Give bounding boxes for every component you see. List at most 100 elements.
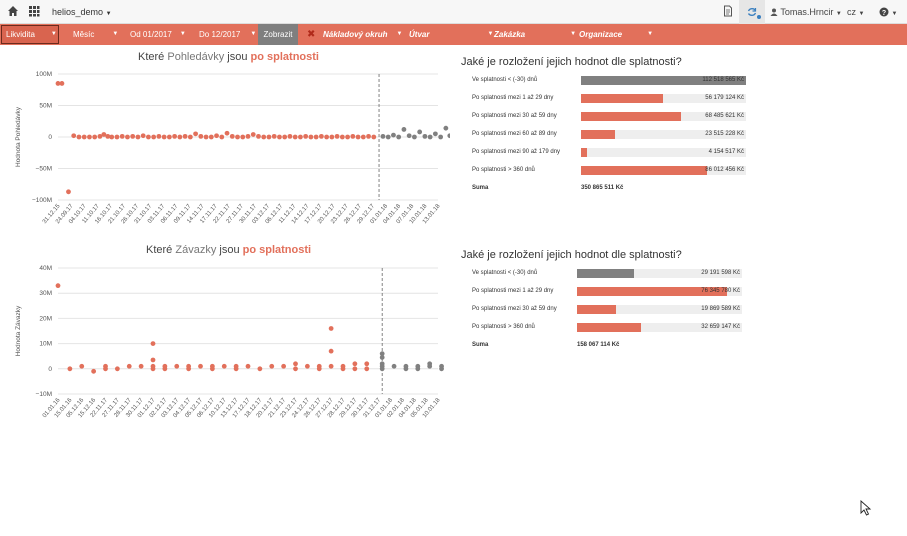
title-part: po splatnosti xyxy=(242,244,312,256)
distribution-row: Po splatnosti > 360 dnů 86 012 456 Kč xyxy=(472,166,746,176)
data-point xyxy=(269,363,275,369)
status-dot xyxy=(757,15,761,19)
data-point xyxy=(59,81,65,86)
data-point xyxy=(287,133,293,139)
data-point xyxy=(271,133,277,139)
organization-dropdown[interactable]: Organizace ▼ xyxy=(579,30,654,39)
apps-grid-icon[interactable] xyxy=(28,5,40,17)
data-point xyxy=(250,132,256,137)
y-tick-label: 0 xyxy=(48,366,52,373)
bar-fill xyxy=(581,112,682,121)
home-icon[interactable] xyxy=(7,5,19,17)
bucket-label: Ve splatnosti < (-30) dnů xyxy=(472,270,538,276)
period-dropdown[interactable]: Měsíc ▼ xyxy=(73,30,119,39)
y-tick-label: 10M xyxy=(39,341,52,348)
data-point xyxy=(412,134,417,140)
svg-text:?: ? xyxy=(882,10,886,17)
data-point xyxy=(240,134,246,140)
bar-value-label: 4 154 517 Kč xyxy=(708,149,744,155)
order-dropdown[interactable]: Zakázka ▼ xyxy=(494,30,577,39)
data-point xyxy=(324,134,330,140)
sum-label: Suma xyxy=(472,342,489,348)
data-point xyxy=(92,134,98,140)
user-menu[interactable]: Tomas.Hrncir ▼ xyxy=(770,7,842,17)
app-selector[interactable]: helios_demo ▼ xyxy=(52,7,112,17)
bar-value-label: 76 345 780 Kč xyxy=(701,288,740,294)
distribution-row: Po splatnosti mezi 1 až 29 dny 56 179 124… xyxy=(472,94,746,104)
filter-bar: Likvidita ▼ Měsíc ▼ Od 01/2017 ▼ Do 12/2017… xyxy=(0,24,907,45)
data-point xyxy=(219,134,225,140)
data-point xyxy=(186,366,192,372)
y-axis-label: Hodnota Závazky xyxy=(15,305,22,356)
data-point xyxy=(150,366,156,372)
data-point xyxy=(208,134,214,140)
data-point xyxy=(391,363,397,369)
data-point xyxy=(214,133,219,139)
help-icon: ? xyxy=(879,7,889,17)
data-point xyxy=(403,366,409,372)
distribution-row: Po splatnosti mezi 30 až 59 dny 68 485 62… xyxy=(472,112,746,122)
data-point xyxy=(406,133,412,139)
date-from-label: Od 01/2017 xyxy=(130,30,172,39)
distribution-row: Po splatnosti mezi 30 až 59 dny 19 869 58… xyxy=(472,305,742,315)
bar-track: 23 515 228 Kč xyxy=(581,130,746,139)
bar-value-label: 19 869 589 Kč xyxy=(701,306,740,312)
distribution-row: Ve splatnosti < (-30) dnů 112 518 565 Kč xyxy=(472,76,746,86)
y-tick-label: −50M xyxy=(36,166,52,173)
distribution-row: Po splatnosti > 360 dnů 32 659 147 Kč xyxy=(472,323,742,333)
likvidita-dropdown[interactable]: Likvidita ▼ xyxy=(1,25,59,44)
data-point xyxy=(293,366,298,372)
data-point xyxy=(172,133,178,139)
bar-track: 19 869 589 Kč xyxy=(577,305,742,314)
data-point xyxy=(328,348,334,354)
bar-fill xyxy=(577,305,617,314)
clear-filter-icon[interactable]: ✖ xyxy=(307,29,316,40)
bucket-label: Po splatnosti mezi 90 až 179 dny xyxy=(472,149,561,155)
y-tick-label: 20M xyxy=(39,315,52,322)
date-to-label: Do 12/2017 xyxy=(199,30,241,39)
y-tick-label: −100M xyxy=(32,197,52,204)
bar-track: 68 485 621 Kč xyxy=(581,112,746,121)
language-code: cz xyxy=(847,7,856,17)
bar-value-label: 112 518 565 Kč xyxy=(702,77,744,83)
cost-circuit-dropdown[interactable]: Nákladový okruh ▼ xyxy=(323,30,403,39)
data-point xyxy=(261,134,267,140)
bar-fill xyxy=(581,94,664,103)
date-to-dropdown[interactable]: Do 12/2017 ▼ xyxy=(199,30,257,39)
help-menu[interactable]: ? ▼ xyxy=(879,7,897,17)
distribution-row: Ve splatnosti < (-30) dnů 29 191 598 Kč xyxy=(472,269,742,279)
receivables-chart-title: Které Pohledávky jsou po splatnosti xyxy=(138,51,319,63)
payables-chart-title: Které Závazky jsou po splatnosti xyxy=(146,244,311,256)
language-menu[interactable]: cz ▼ xyxy=(847,7,865,17)
data-point xyxy=(345,134,350,140)
show-button[interactable]: Zobrazit xyxy=(258,24,298,45)
title-part: Závazky xyxy=(175,244,217,256)
y-tick-label: 30M xyxy=(39,290,52,297)
date-from-dropdown[interactable]: Od 01/2017 ▼ xyxy=(130,30,186,39)
bar-track: 56 179 124 Kč xyxy=(581,94,746,103)
refresh-button[interactable] xyxy=(739,0,765,24)
bar-track: 32 659 147 Kč xyxy=(577,323,742,332)
title-part: jsou xyxy=(224,51,251,63)
data-point xyxy=(447,133,450,139)
data-point xyxy=(304,363,310,369)
data-point xyxy=(182,133,188,139)
receivables-distribution-title: Jaké je rozložení jejich hodnot dle spla… xyxy=(461,56,682,68)
bar-fill xyxy=(581,76,746,85)
data-point xyxy=(135,134,141,140)
department-dropdown[interactable]: Útvar ▼ xyxy=(409,30,494,39)
data-point xyxy=(282,134,288,140)
data-point xyxy=(438,134,444,140)
bar-value-label: 23 515 228 Kč xyxy=(705,131,744,137)
data-point xyxy=(329,134,335,140)
data-point xyxy=(427,363,433,369)
y-tick-label: 0 xyxy=(48,134,52,141)
bar-track: 86 012 456 Kč xyxy=(581,166,746,175)
user-name: Tomas.Hrncir xyxy=(780,7,834,17)
document-icon[interactable] xyxy=(722,5,734,17)
y-tick-label: 40M xyxy=(39,265,52,272)
bucket-label: Po splatnosti > 360 dnů xyxy=(472,324,535,330)
distribution-row: Po splatnosti mezi 1 až 29 dny 76 345 780… xyxy=(472,287,742,297)
